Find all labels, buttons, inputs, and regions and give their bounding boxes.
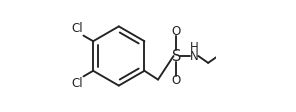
Text: O: O bbox=[172, 74, 181, 87]
Text: H: H bbox=[190, 41, 198, 54]
Text: S: S bbox=[172, 48, 181, 64]
Text: N: N bbox=[190, 50, 198, 62]
Text: Cl: Cl bbox=[71, 77, 83, 90]
Text: Cl: Cl bbox=[71, 22, 83, 35]
Text: O: O bbox=[172, 25, 181, 38]
